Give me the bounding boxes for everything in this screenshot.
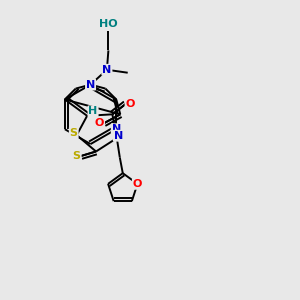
Text: O: O (125, 99, 135, 109)
Text: S: S (73, 151, 81, 161)
Text: S: S (70, 128, 78, 138)
Text: O: O (95, 118, 104, 128)
Text: N: N (86, 80, 95, 90)
Text: HO: HO (99, 19, 118, 29)
Text: H: H (88, 106, 98, 116)
Text: N: N (102, 65, 112, 75)
Text: N: N (112, 124, 121, 134)
Text: N: N (114, 131, 123, 141)
Text: O: O (133, 179, 142, 189)
